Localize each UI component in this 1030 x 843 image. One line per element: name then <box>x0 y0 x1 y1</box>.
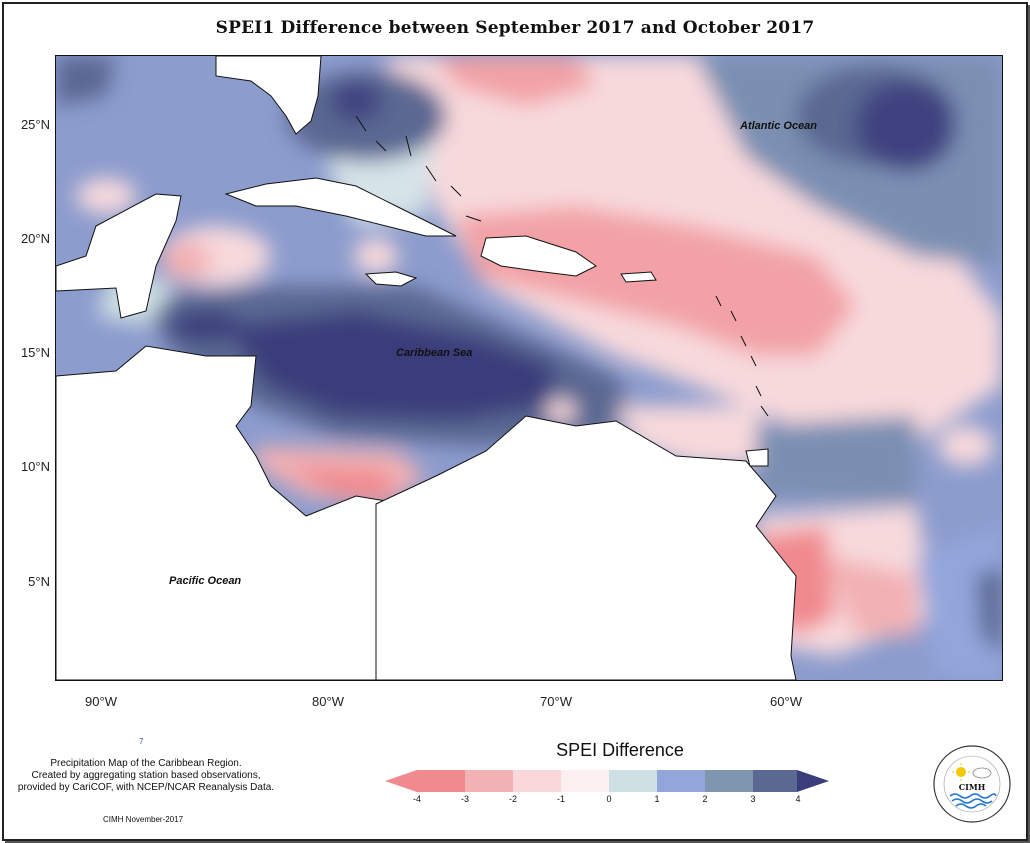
credit-text: CIMH November-2017 <box>103 815 184 824</box>
lat-tick-25: 25°N <box>20 117 50 132</box>
cimh-logo-icon: CIMH <box>933 745 1011 823</box>
legend-arrow-high <box>797 770 829 792</box>
legend-swatch-7 <box>705 770 753 792</box>
lon-tick-90: 90°W <box>85 694 117 709</box>
spei-map <box>55 55 1003 681</box>
legend-tick: 1 <box>654 794 660 804</box>
stray-mark: 7 <box>139 737 144 746</box>
legend-tick: -1 <box>556 794 565 804</box>
spei-field <box>56 56 1002 680</box>
lat-tick-10: 10°N <box>20 459 50 474</box>
legend-arrow-low <box>385 770 417 792</box>
color-bar <box>385 770 829 792</box>
map-title: SPEI1 Difference between September 2017 … <box>215 18 815 38</box>
logo-text: CIMH <box>959 782 986 792</box>
lon-tick-60: 60°W <box>770 694 802 709</box>
legend-swatch-6 <box>657 770 705 792</box>
label-caribbean-sea: Caribbean Sea <box>396 347 473 359</box>
legend-tick: -4 <box>412 794 421 804</box>
legend-tick: 0 <box>606 794 612 804</box>
legend-title: SPEI Difference <box>556 740 684 760</box>
legend-swatch-3 <box>513 770 561 792</box>
legend-swatch-2 <box>465 770 513 792</box>
legend-swatch-8 <box>753 770 797 792</box>
lat-tick-20: 20°N <box>20 231 50 246</box>
legend-tick: -2 <box>508 794 517 804</box>
lat-tick-5: 5°N <box>28 574 50 589</box>
legend-swatch-4 <box>561 770 609 792</box>
lon-tick-70: 70°W <box>540 694 572 709</box>
label-pacific-ocean: Pacific Ocean <box>169 575 242 587</box>
legend-tick: -3 <box>460 794 469 804</box>
legend-tick: 3 <box>750 794 756 804</box>
map-description: Precipitation Map of the Caribbean Regio… <box>6 758 286 794</box>
legend-tick: 4 <box>795 794 801 804</box>
note-line: Created by aggregating station based obs… <box>31 770 261 781</box>
legend-tick: 2 <box>702 794 708 804</box>
legend-swatch-1 <box>417 770 465 792</box>
lat-tick-15: 15°N <box>20 345 50 360</box>
legend-swatch-5 <box>609 770 657 792</box>
label-atlantic-ocean: Atlantic Ocean <box>740 120 818 132</box>
note-line: Precipitation Map of the Caribbean Regio… <box>50 758 242 769</box>
note-line: provided by CariCOF, with NCEP/NCAR Rean… <box>17 782 275 793</box>
lon-tick-80: 80°W <box>312 694 344 709</box>
